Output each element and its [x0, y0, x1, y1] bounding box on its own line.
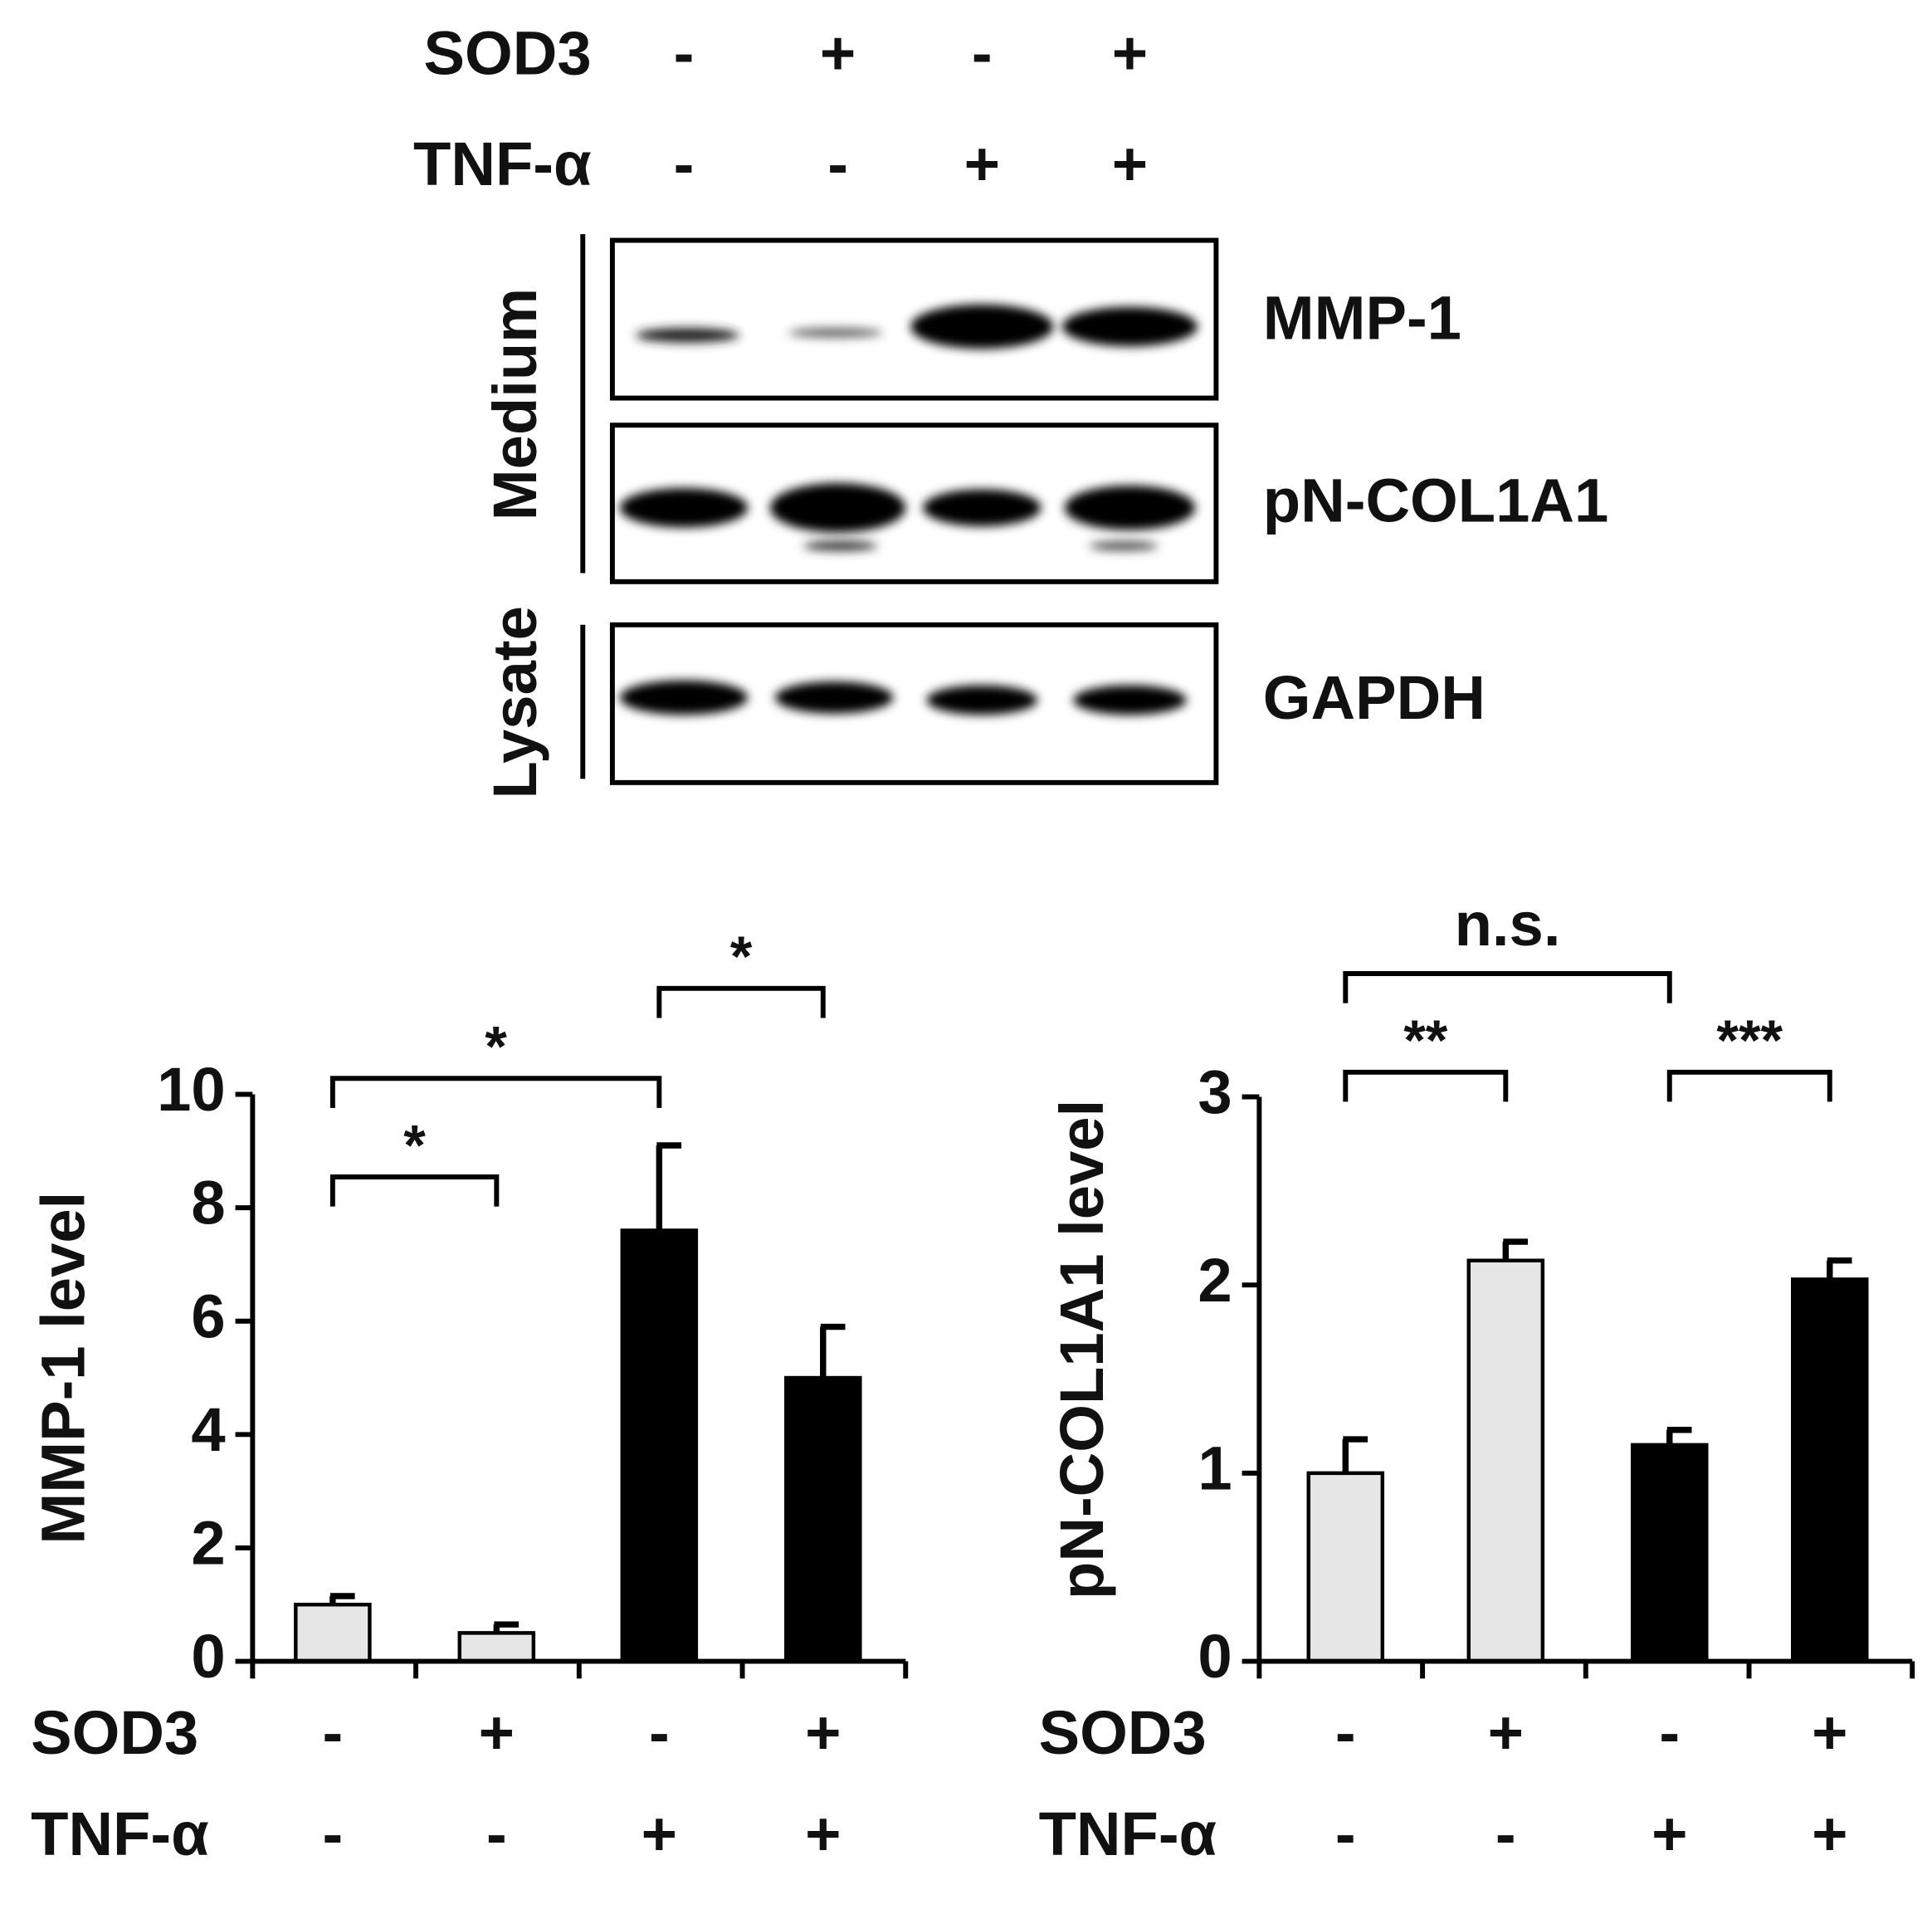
- significance-bracket: [656, 985, 826, 1018]
- significance-bracket: [1343, 1069, 1509, 1102]
- significance-label: *: [403, 1114, 426, 1177]
- condition-sign: +: [1488, 1698, 1524, 1767]
- condition-sign: +: [820, 18, 856, 87]
- condition-sign: -: [1335, 1698, 1356, 1767]
- group-label: Lysate: [481, 606, 549, 798]
- condition-sign: +: [1651, 1799, 1687, 1868]
- condition-sign: -: [972, 18, 993, 87]
- y-tick-label: 4: [191, 1395, 225, 1464]
- condition-label: TNF-α: [31, 1799, 209, 1868]
- significance-label: ***: [1716, 1009, 1783, 1072]
- band: [769, 483, 906, 533]
- blot: MMP-1 pN-COL1A1 GAPDH Medium Lysate: [481, 234, 1608, 799]
- condition-sign: -: [674, 129, 695, 198]
- y-tick-label: 2: [1198, 1246, 1232, 1315]
- condition-sign: -: [674, 18, 695, 87]
- significance-label: *: [730, 925, 753, 989]
- condition-label: SOD3: [424, 18, 592, 87]
- band: [1064, 486, 1196, 530]
- band: [1073, 685, 1187, 715]
- band-label: pN-COL1A1: [1263, 466, 1608, 535]
- band-label: MMP-1: [1263, 284, 1461, 353]
- band: [910, 304, 1054, 349]
- condition-label: TNF-α: [413, 129, 592, 198]
- condition-sign: -: [486, 1799, 507, 1868]
- y-tick-label: 0: [1198, 1622, 1232, 1691]
- y-tick-label: 1: [1198, 1433, 1232, 1502]
- condition-sign: -: [1495, 1799, 1516, 1868]
- condition-sign: +: [805, 1698, 841, 1767]
- bar: [457, 1631, 536, 1663]
- bar: [1306, 1471, 1385, 1663]
- y-tick-label: 10: [157, 1055, 226, 1124]
- condition-sign: +: [1112, 18, 1148, 87]
- condition-label: SOD3: [31, 1698, 198, 1767]
- condition-label: TNF-α: [1039, 1799, 1217, 1868]
- band: [788, 327, 883, 338]
- band-label: GAPDH: [1263, 663, 1486, 732]
- bar: [1466, 1258, 1545, 1663]
- band: [619, 487, 749, 528]
- condition-sign: +: [1812, 1799, 1847, 1868]
- condition-sign: -: [649, 1698, 670, 1767]
- significance-bracket: [329, 1174, 500, 1207]
- band: [926, 685, 1038, 715]
- bar: [1791, 1277, 1869, 1663]
- y-axis-label: MMP-1 level: [28, 1192, 97, 1545]
- y-tick-label: 0: [191, 1622, 225, 1691]
- y-tick-label: 2: [191, 1509, 225, 1578]
- significance-label: n.s.: [1455, 890, 1561, 959]
- condition-label: SOD3: [1039, 1698, 1207, 1767]
- condition-sign: +: [1812, 1698, 1847, 1767]
- band: [1061, 306, 1198, 347]
- bar: [620, 1228, 699, 1663]
- y-tick-label: 6: [191, 1282, 225, 1350]
- group-label: Medium: [481, 288, 549, 520]
- condition-sign: +: [642, 1799, 677, 1868]
- condition-sign: +: [805, 1799, 841, 1868]
- condition-sign: +: [1112, 129, 1148, 198]
- condition-sign: +: [479, 1698, 515, 1767]
- bands: [619, 304, 1198, 715]
- bar: [784, 1375, 862, 1663]
- condition-sign: -: [827, 129, 848, 198]
- band: [803, 540, 878, 551]
- condition-sign: +: [964, 129, 1000, 198]
- y-axis-label: pN-COL1A1 level: [1047, 1100, 1116, 1599]
- y-tick-label: 8: [191, 1169, 225, 1238]
- band: [619, 680, 749, 715]
- significance-bracket: [1666, 1069, 1832, 1102]
- significance-bracket: [329, 1076, 662, 1108]
- condition-sign: -: [323, 1698, 344, 1767]
- condition-sign: -: [1659, 1698, 1680, 1767]
- condition-sign: -: [1335, 1799, 1356, 1868]
- significance-label: **: [1403, 1009, 1448, 1072]
- bar: [1630, 1443, 1709, 1663]
- band: [923, 489, 1042, 527]
- bar: [294, 1603, 372, 1663]
- band: [774, 681, 894, 714]
- significance-bracket: [1343, 971, 1672, 1003]
- condition-sign: -: [323, 1799, 344, 1868]
- y-tick-label: 3: [1198, 1057, 1232, 1126]
- band: [1089, 540, 1159, 551]
- band: [636, 327, 739, 343]
- significance-label: *: [485, 1016, 507, 1079]
